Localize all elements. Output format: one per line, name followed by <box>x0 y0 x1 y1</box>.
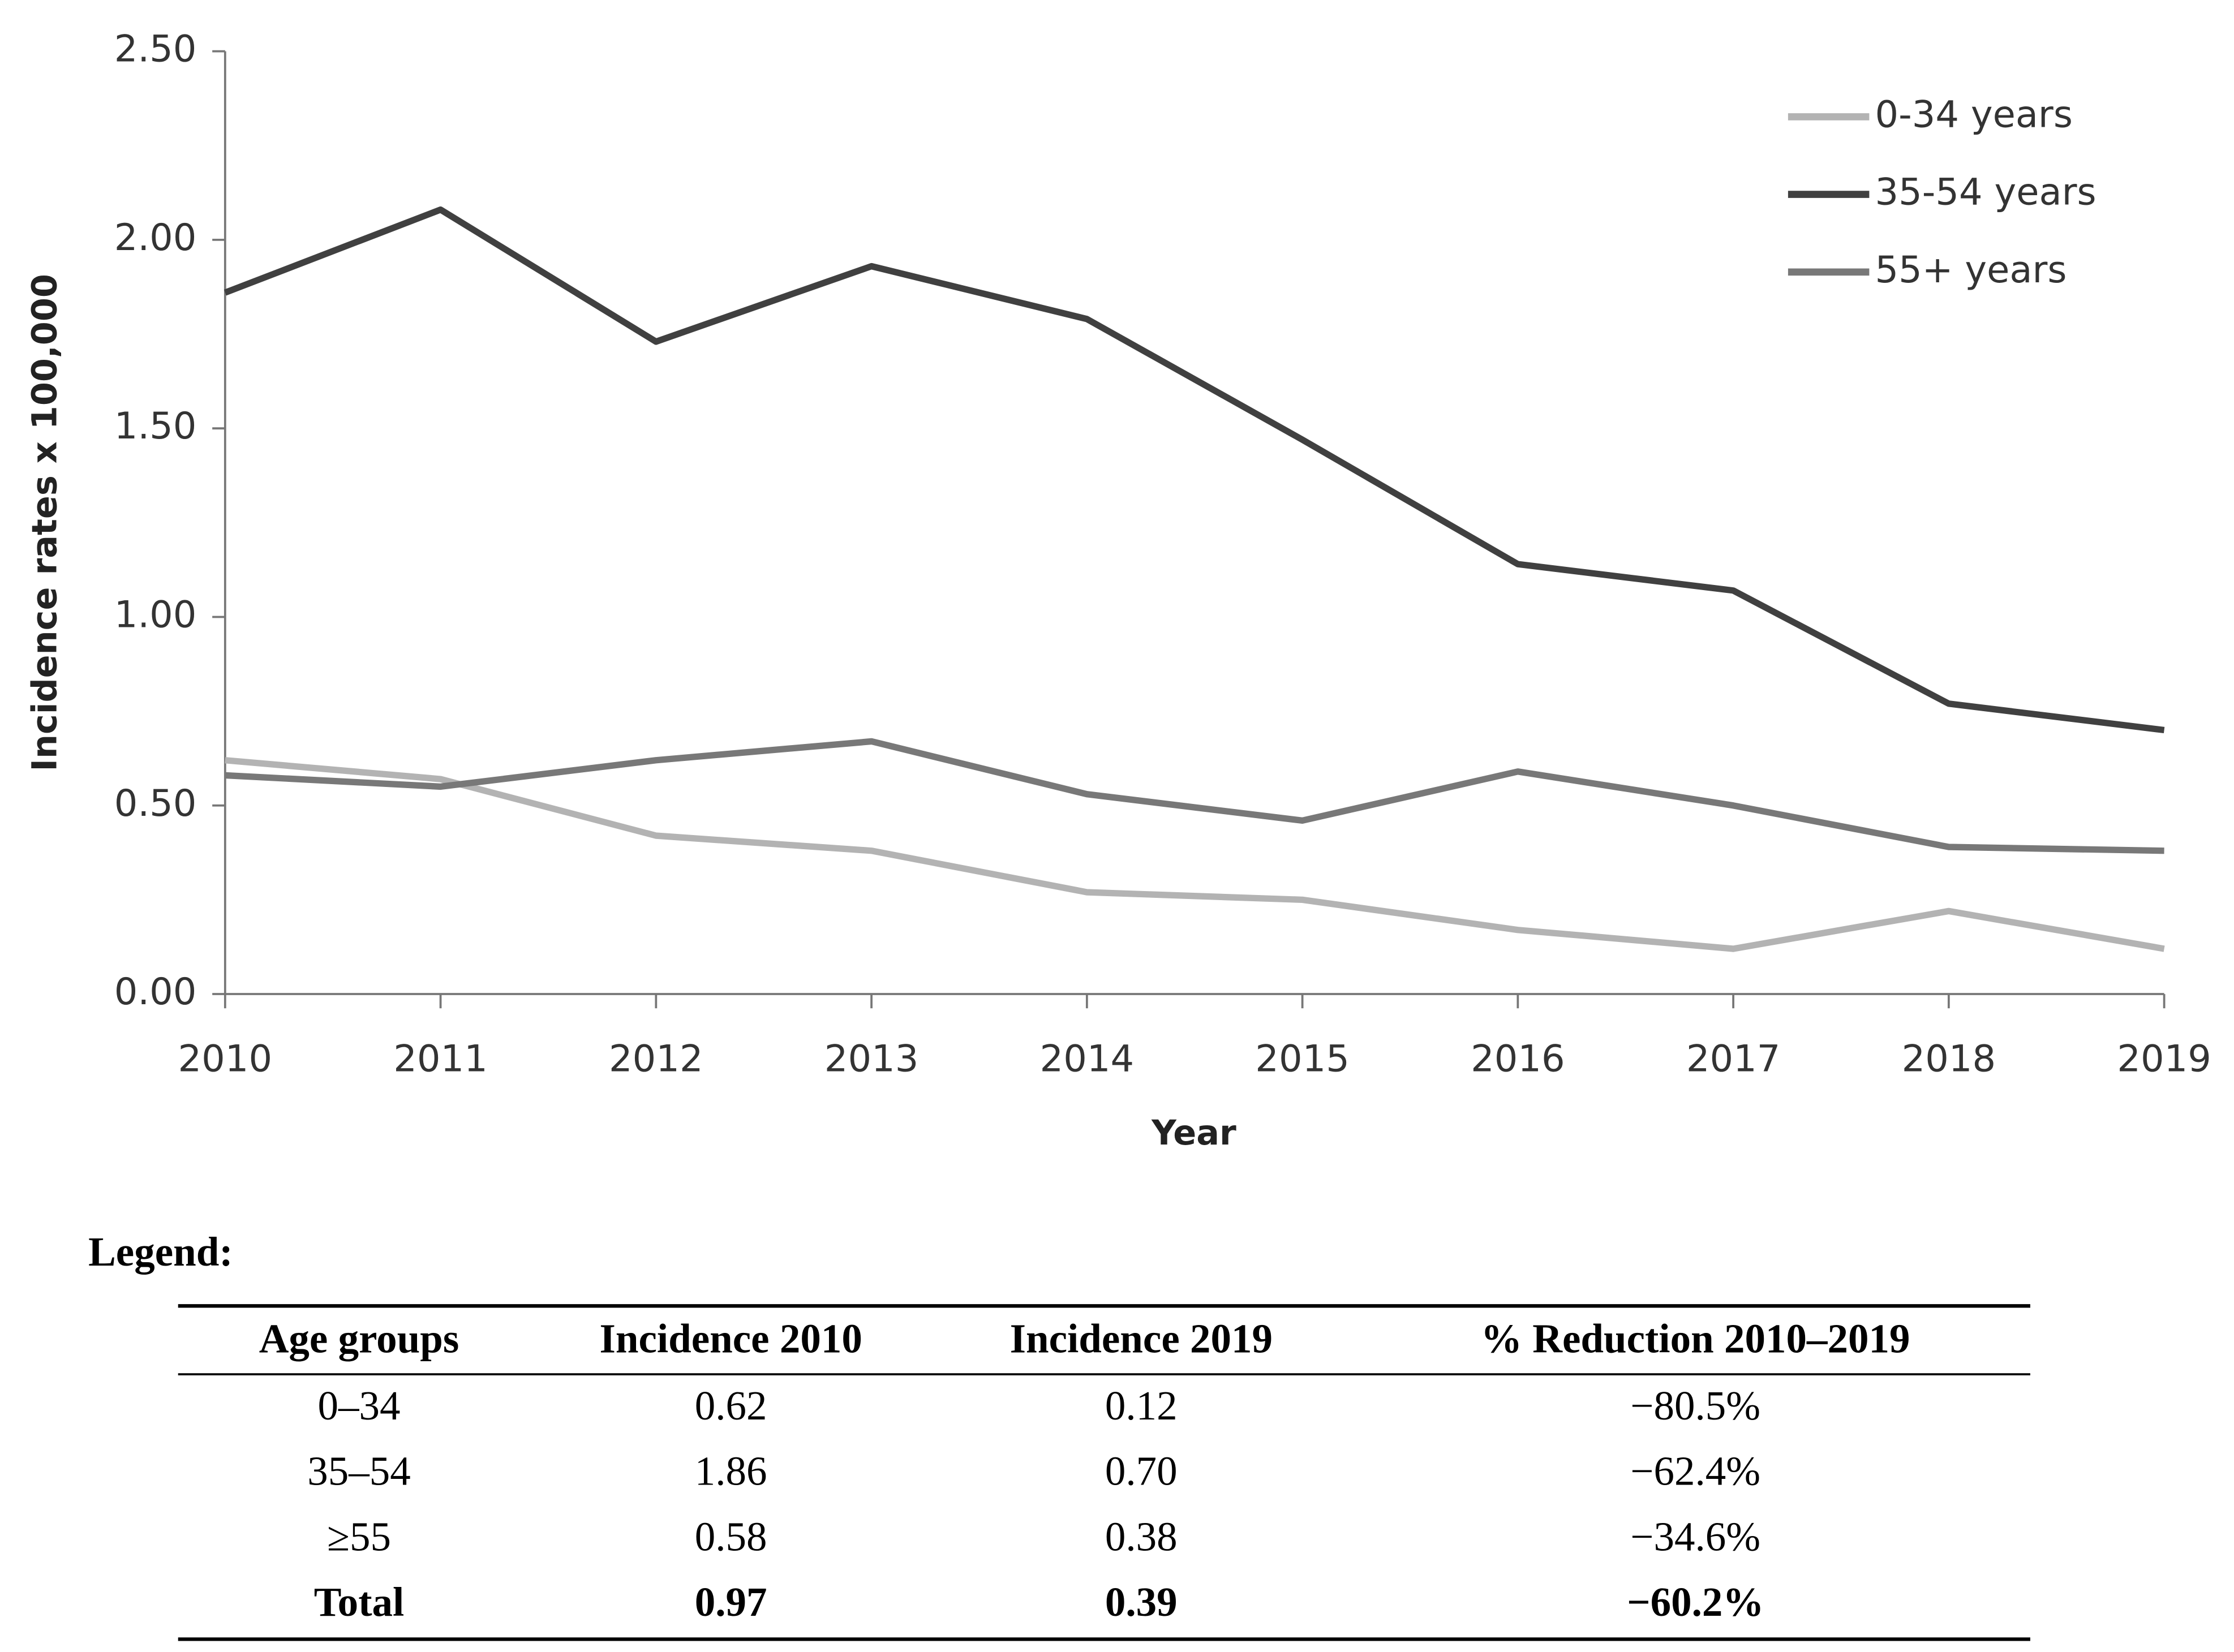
x-tick-label: 2012 <box>609 1037 703 1080</box>
table-cell: 0.62 <box>695 1383 767 1429</box>
x-axis-title: Year <box>1151 1113 1236 1153</box>
y-tick-label: 0.00 <box>114 970 197 1013</box>
table-header: Age groups <box>259 1316 459 1362</box>
table-cell: −80.5% <box>1630 1383 1760 1429</box>
table-cell: −60.2% <box>1627 1579 1764 1625</box>
table-header: Incidence 2019 <box>1010 1316 1273 1362</box>
y-axis-title: Incidence rates x 100,000 <box>25 274 65 771</box>
series-line <box>224 206 2165 734</box>
table-cell: 0.12 <box>1105 1383 1178 1429</box>
table-cell: −62.4% <box>1630 1448 1760 1494</box>
table-cell: Total <box>314 1579 405 1625</box>
y-tick-label: 0.50 <box>114 782 197 825</box>
y-tick-label: 2.50 <box>114 28 197 71</box>
x-tick-label: 2018 <box>1902 1037 1996 1080</box>
x-tick-label: 2013 <box>824 1037 919 1080</box>
table-cell: 0.58 <box>695 1513 767 1559</box>
table-cell: 0.70 <box>1105 1448 1178 1494</box>
legend-label: 55+ years <box>1875 248 2067 291</box>
y-tick-label: 2.00 <box>114 216 197 259</box>
table-header: Incidence 2010 <box>599 1316 862 1362</box>
legend-label: 35-54 years <box>1875 171 2096 214</box>
table-cell: ≥55 <box>327 1513 391 1559</box>
table-cell: 0.39 <box>1105 1579 1178 1625</box>
series-line <box>225 738 2164 854</box>
y-tick-label: 1.50 <box>114 405 197 448</box>
x-tick-label: 2015 <box>1255 1037 1350 1080</box>
x-tick-label: 2017 <box>1686 1037 1781 1080</box>
table-cell: −34.6% <box>1630 1513 1760 1559</box>
table-cell: 35–54 <box>307 1448 411 1494</box>
legend-label: 0-34 years <box>1875 93 2073 136</box>
x-tick-label: 2014 <box>1040 1037 1135 1080</box>
table-cell: 0.38 <box>1105 1513 1178 1559</box>
series-line <box>225 757 2165 952</box>
x-tick-label: 2011 <box>393 1037 488 1080</box>
table-cell: 0–34 <box>317 1383 400 1429</box>
table-cell: 1.86 <box>695 1448 767 1494</box>
table-caption: Legend: <box>88 1229 233 1275</box>
y-tick-label: 1.00 <box>114 593 197 636</box>
x-tick-label: 2010 <box>178 1037 273 1080</box>
x-tick-label: 2019 <box>2117 1037 2211 1080</box>
x-tick-label: 2016 <box>1471 1037 1565 1080</box>
table-header: % Reduction 2010–2019 <box>1481 1316 1910 1362</box>
table-cell: 0.97 <box>695 1579 767 1625</box>
